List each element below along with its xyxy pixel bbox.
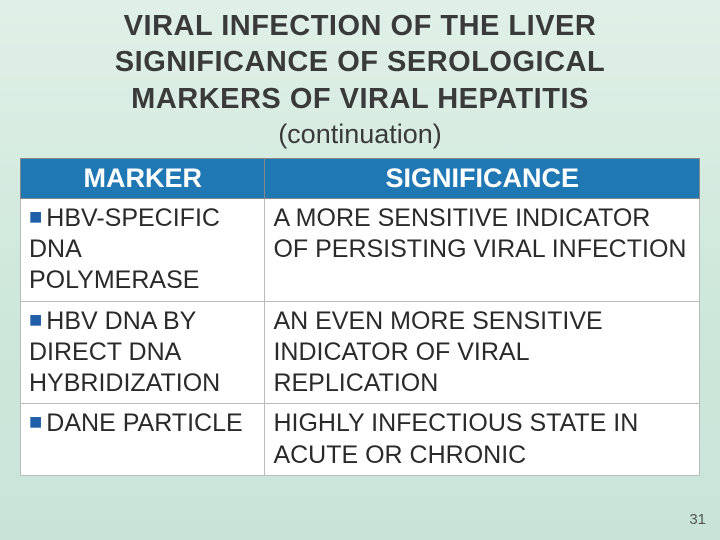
marker-cell: ■DANE PARTICLE — [21, 404, 265, 476]
marker-text: HBV-SPECIFIC DNA POLYMERASE — [29, 204, 220, 295]
marker-text: HBV DNA BY DIRECT DNA HYBRIDIZATION — [29, 307, 220, 398]
title-block: VIRAL INFECTION OF THE LIVER SIGNIFICANC… — [0, 0, 720, 150]
bullet-icon: ■ — [29, 203, 42, 231]
title-line-1: VIRAL INFECTION OF THE LIVER — [40, 8, 680, 44]
significance-cell: HIGHLY INFECTIOUS STATE IN ACUTE OR CHRO… — [265, 404, 700, 476]
title-line-2: SIGNIFICANCE OF SEROLOGICAL — [40, 44, 680, 80]
subtitle: (continuation) — [40, 119, 680, 150]
significance-cell: AN EVEN MORE SENSITIVE INDICATOR OF VIRA… — [265, 301, 700, 404]
significance-cell: A MORE SENSITIVE INDICATOR OF PERSISTING… — [265, 198, 700, 301]
header-significance: SIGNIFICANCE — [265, 158, 700, 198]
bullet-icon: ■ — [29, 306, 42, 334]
markers-table: MARKER SIGNIFICANCE ■HBV-SPECIFIC DNA PO… — [20, 158, 700, 476]
marker-cell: ■HBV-SPECIFIC DNA POLYMERASE — [21, 198, 265, 301]
page-number: 31 — [689, 511, 706, 528]
table-container: MARKER SIGNIFICANCE ■HBV-SPECIFIC DNA PO… — [20, 158, 700, 476]
marker-text: DANE PARTICLE — [46, 409, 242, 437]
table-row: ■HBV DNA BY DIRECT DNA HYBRIDIZATION AN … — [21, 301, 700, 404]
marker-cell: ■HBV DNA BY DIRECT DNA HYBRIDIZATION — [21, 301, 265, 404]
table-row: ■HBV-SPECIFIC DNA POLYMERASE A MORE SENS… — [21, 198, 700, 301]
header-marker: MARKER — [21, 158, 265, 198]
title-line-3: MARKERS OF VIRAL HEPATITIS — [40, 81, 680, 117]
table-row: ■DANE PARTICLE HIGHLY INFECTIOUS STATE I… — [21, 404, 700, 476]
bullet-icon: ■ — [29, 408, 42, 436]
